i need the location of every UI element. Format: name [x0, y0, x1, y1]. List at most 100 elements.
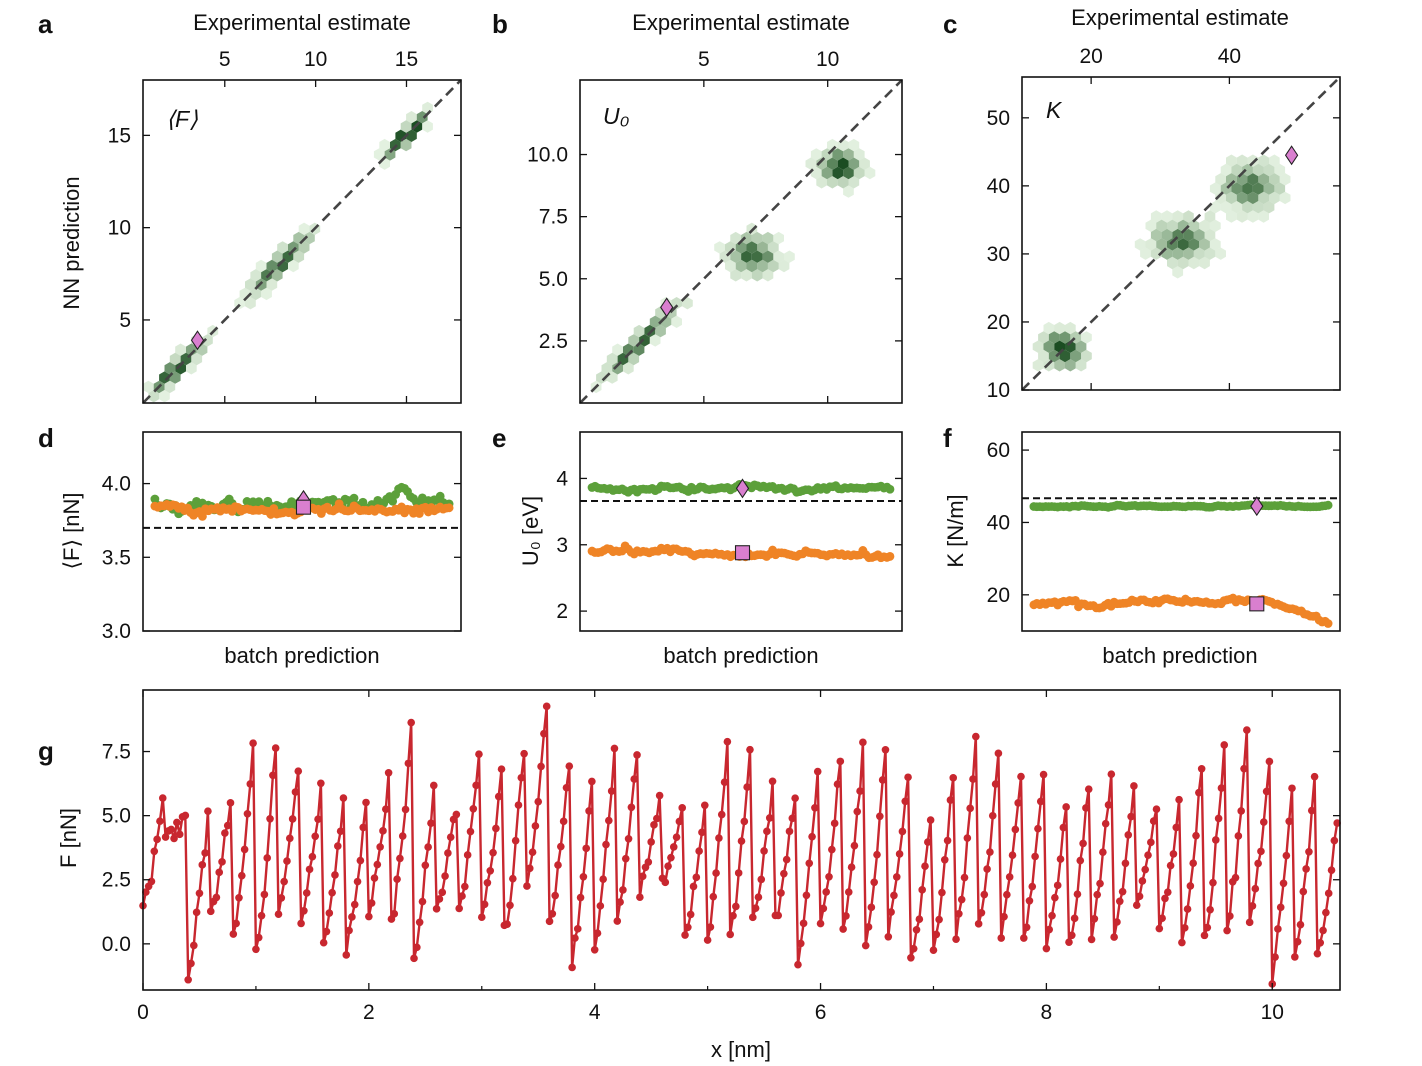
- panel-d-green-point: [358, 497, 368, 507]
- panel-g-force-point: [861, 941, 870, 950]
- panel-c-hexbin: [1150, 228, 1162, 242]
- panel-c-hexbin: [1269, 154, 1280, 167]
- panel-a-xtick-label: 10: [304, 48, 327, 71]
- panel-g-force-point: [686, 910, 695, 919]
- panel-c-hexbin: [1167, 256, 1178, 270]
- panel-g-force-point: [1093, 890, 1102, 899]
- panel-b-hexbin: [853, 148, 865, 161]
- panel-g-force-point: [1110, 933, 1118, 941]
- panel-g-force-point: [339, 794, 348, 802]
- panel-b-hexbin: [837, 176, 849, 189]
- panel-g-force-point: [370, 874, 379, 882]
- panel-g-force-point: [218, 858, 226, 866]
- panel-g-force-point: [904, 773, 912, 782]
- panel-g-force-point: [907, 953, 915, 962]
- panel-g-force-point: [684, 923, 692, 932]
- panel-g-force-point: [1183, 905, 1192, 913]
- panel-c-hexbin: [1054, 359, 1065, 372]
- panel-g-force-point: [1330, 836, 1339, 845]
- panel-g-force-point: [333, 842, 342, 850]
- panel-c-hexbin: [1183, 210, 1194, 223]
- panel-g-force-point: [1192, 831, 1200, 840]
- panel-c-hexbin: [1054, 321, 1065, 335]
- panel-letter-g: g: [38, 736, 54, 766]
- panel-g-force-point: [350, 900, 359, 909]
- panel-g-force-point: [1251, 884, 1260, 893]
- panel-g-force-point: [833, 780, 842, 788]
- panel-g-force-point: [554, 861, 562, 869]
- panel-g-force-point: [938, 888, 946, 897]
- panel-c-hexbin: [1070, 349, 1082, 363]
- panel-g-force-point: [887, 908, 895, 916]
- panel-g-force-point: [1254, 859, 1262, 868]
- panel-g-force-point: [254, 933, 263, 942]
- panel-g-force-point: [1302, 865, 1310, 873]
- panel-g-force-point: [1257, 847, 1265, 856]
- panel-f-orange-point: [1323, 619, 1333, 628]
- panel-b-hexbin: [757, 241, 768, 254]
- panel-c-hexbin: [1177, 256, 1189, 270]
- panel-g-force-point: [266, 815, 274, 823]
- panel-b-hexbin: [832, 148, 844, 161]
- panel-g-force-point: [235, 893, 243, 902]
- panel-g-force-point: [153, 835, 161, 844]
- panel-g-force-point: [573, 925, 582, 933]
- panel-g-force-point: [946, 796, 955, 804]
- panel-g-force-point: [497, 765, 506, 773]
- panel-c-hexbin: [1258, 191, 1269, 205]
- panel-d-ticks: 3.0 3.5 4.0: [102, 473, 461, 643]
- panel-g-force-point: [940, 855, 949, 864]
- panel-b-hexbin: [741, 250, 752, 263]
- panel-d-orange-point: [444, 503, 454, 513]
- panel-g-force-point: [1265, 757, 1274, 766]
- panel-g-force-point: [1203, 923, 1212, 932]
- panel-g-force-point: [1020, 934, 1028, 942]
- panel-a-xtick-label: 15: [395, 48, 418, 71]
- panel-c-hexbin: [1247, 173, 1259, 186]
- panel-b-inset-label: U₀: [603, 103, 630, 129]
- panel-a: 5 10 15 5 10 15 Experimental estimate NN pred…: [59, 10, 462, 404]
- panel-g-force-point: [537, 762, 545, 771]
- panel-b-hexbin: [628, 334, 640, 347]
- panel-g-force-point: [805, 859, 814, 868]
- panel-g-force-point: [1209, 878, 1217, 887]
- panel-a-hexbin: [293, 250, 305, 263]
- panel-g-force-point: [384, 768, 393, 777]
- panel-g-force-point: [1319, 926, 1327, 935]
- panel-b-hexbin: [649, 334, 661, 347]
- panel-c-hexbin: [1236, 191, 1248, 205]
- panel-c: 10 20 30 40 50 20 40 Experimental estimate K: [987, 5, 1341, 402]
- panel-c-hexbin: [1145, 219, 1157, 232]
- panel-g-force-point: [1189, 859, 1197, 868]
- panel-c-hexbin: [1263, 163, 1275, 177]
- panel-g-force-point: [709, 892, 718, 901]
- panel-g-force-point: [173, 818, 181, 827]
- panel-g-force-point: [1291, 953, 1299, 961]
- panel-g-force-point: [960, 873, 969, 882]
- panel-a-hexbin: [250, 269, 262, 282]
- panel-g-force-point: [492, 824, 500, 833]
- panel-g-force-point: [1299, 887, 1308, 896]
- panel-g-force-point: [475, 750, 483, 758]
- panel-g-force-point: [892, 873, 901, 881]
- panel-b-hexbin: [649, 315, 661, 328]
- panel-g-force-point: [1068, 931, 1076, 940]
- panel-g-force-point: [813, 767, 822, 776]
- panel-g-force-point: [590, 945, 599, 954]
- panel-g-ytick-label: 7.5: [102, 741, 131, 764]
- panel-g-force-point: [811, 803, 819, 812]
- panel-c-hexbin: [1274, 182, 1286, 195]
- panel-g-force-point: [407, 718, 415, 727]
- panel-g-force-point: [1226, 912, 1234, 920]
- panel-c-hexbin: [1043, 340, 1055, 353]
- panel-g-force-point: [994, 749, 1003, 758]
- panel-g-force-point: [477, 913, 486, 922]
- panel-g-force-point: [1296, 920, 1305, 929]
- panel-g-force-point: [1048, 911, 1056, 920]
- panel-c-hexbin: [1209, 182, 1221, 195]
- panel-c-hexbin: [1258, 210, 1269, 223]
- panel-c-hexbin: [1215, 191, 1226, 205]
- panel-c-hexbin: [1231, 163, 1243, 177]
- panel-d-ylabel: ⟨F⟩ [nN]: [59, 492, 84, 569]
